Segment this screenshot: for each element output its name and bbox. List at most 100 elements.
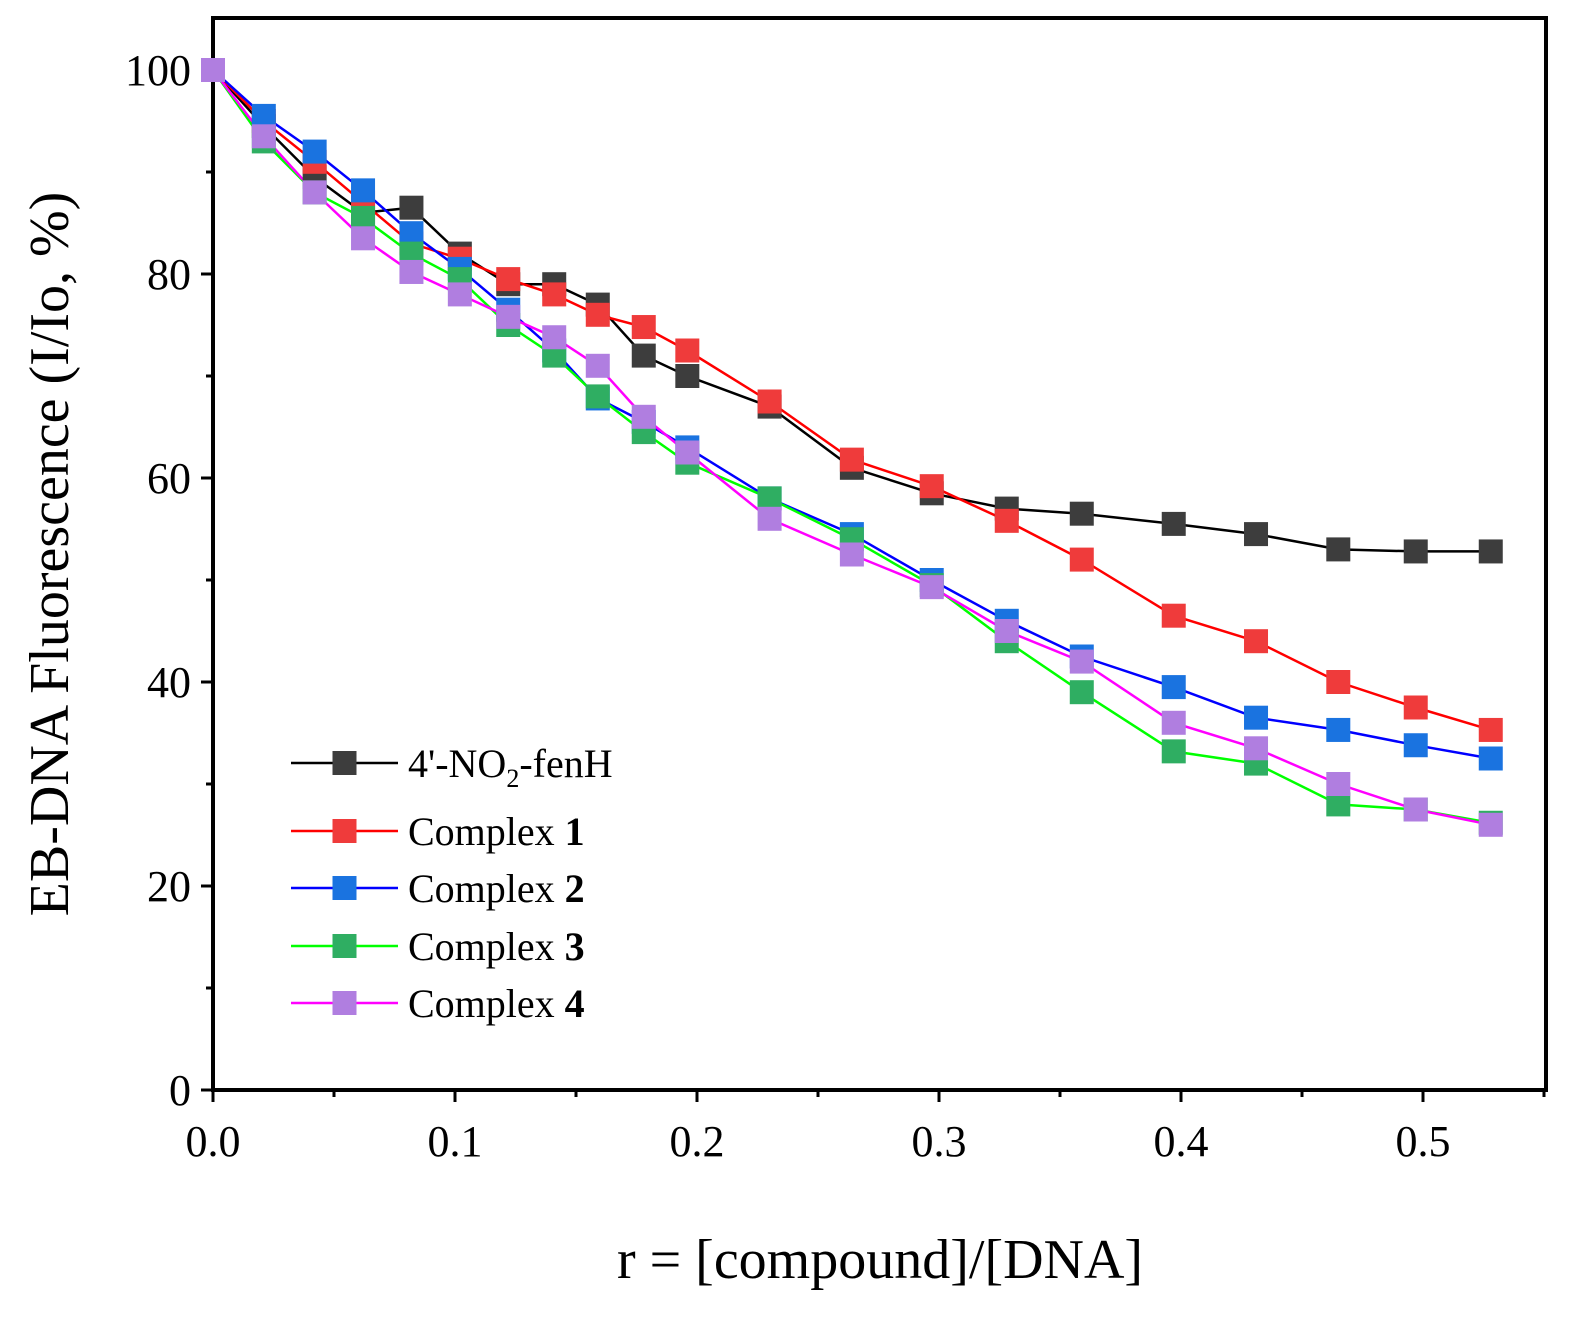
x-tick-label: 0.1 <box>428 1117 483 1166</box>
legend-label: Complex 3 <box>408 924 585 969</box>
series-markers-3 <box>201 58 1503 771</box>
data-point <box>1069 649 1094 674</box>
data-point <box>585 353 610 378</box>
data-point <box>399 221 424 246</box>
data-point <box>399 259 424 284</box>
legend-entry: Complex 4 <box>291 981 585 1026</box>
data-point <box>839 447 864 472</box>
data-point <box>251 124 276 149</box>
legend: 4'-NO2-fenH Complex 1 Complex 2 Complex 3 Co… <box>291 741 613 1026</box>
data-point <box>447 282 472 307</box>
x-axis-title: r = [compound]/[DNA] <box>617 1229 1143 1291</box>
y-axis-title: EB-DNA Fluorescence (I/Io, %) <box>19 192 81 917</box>
series-2 <box>212 69 1492 732</box>
data-point <box>1403 797 1428 822</box>
legend-marker <box>332 934 357 958</box>
data-point <box>251 103 276 128</box>
data-point <box>302 180 327 205</box>
data-point <box>399 195 424 220</box>
y-tick-label: 0 <box>169 1066 191 1115</box>
data-point <box>631 343 656 368</box>
x-tick-label: 0.5 <box>1396 1117 1451 1166</box>
data-point <box>1326 717 1351 742</box>
data-point <box>675 338 700 363</box>
data-point <box>1478 717 1503 742</box>
data-point <box>1478 746 1503 771</box>
data-point <box>351 226 376 251</box>
data-point <box>1326 792 1351 817</box>
data-point <box>839 542 864 567</box>
series-line <box>211 69 1492 825</box>
data-point <box>1161 710 1186 735</box>
legend-marker <box>332 991 357 1015</box>
x-tick-label: 0.4 <box>1154 1117 1209 1166</box>
data-point <box>1244 705 1269 730</box>
series-markers-1 <box>201 58 1503 564</box>
x-tick-label: 0.0 <box>186 1117 241 1166</box>
data-point <box>919 474 944 499</box>
data-point <box>994 508 1019 533</box>
axis-ticks: 0 20 40 60 80 100 0.0 0.1 0.2 0.3 0.4 0.5 <box>125 46 1546 1166</box>
data-point <box>631 404 656 429</box>
series-line <box>212 69 1492 827</box>
legend-label: 4'-NO2-fenH <box>408 741 613 793</box>
data-point <box>757 389 782 414</box>
series-layer <box>201 58 1503 837</box>
series-line <box>212 69 1492 760</box>
data-point <box>1326 537 1351 562</box>
legend-entry: Complex 3 <box>291 924 585 969</box>
data-point <box>1403 539 1428 564</box>
data-point <box>1244 629 1269 654</box>
y-tick-label: 60 <box>147 454 191 503</box>
series-markers-5 <box>201 58 1503 837</box>
data-point <box>496 304 521 329</box>
legend-label: Complex 2 <box>408 866 585 911</box>
y-tick-label: 100 <box>125 46 191 95</box>
data-point <box>1403 695 1428 720</box>
data-point <box>351 178 376 203</box>
data-point <box>302 139 327 164</box>
data-point <box>1326 772 1351 796</box>
data-point <box>201 58 225 82</box>
series-line <box>212 69 1492 732</box>
data-point <box>1069 680 1094 705</box>
legend-marker <box>332 876 357 900</box>
data-point <box>675 440 700 465</box>
series-markers-2 <box>201 58 1503 742</box>
data-point <box>1403 733 1428 758</box>
legend-label: Complex 1 <box>408 809 585 854</box>
data-point <box>1161 739 1186 764</box>
data-point <box>1069 547 1094 572</box>
data-point <box>1478 812 1503 837</box>
data-point <box>351 205 376 230</box>
data-point <box>1326 670 1351 694</box>
data-point <box>994 619 1019 643</box>
series-4 <box>211 69 1492 825</box>
data-point <box>1161 603 1186 628</box>
data-point <box>542 325 567 350</box>
data-point <box>585 302 610 327</box>
series-5 <box>212 69 1492 827</box>
y-tick-label: 20 <box>147 862 191 911</box>
y-tick-label: 80 <box>147 250 191 299</box>
data-point <box>585 384 610 409</box>
data-point <box>757 506 782 531</box>
data-point <box>1244 522 1269 547</box>
x-tick-label: 0.3 <box>912 1117 967 1166</box>
data-point <box>1244 736 1269 761</box>
legend-label: Complex 4 <box>408 981 585 1026</box>
data-point <box>542 282 567 307</box>
x-tick-label: 0.2 <box>670 1117 725 1166</box>
series-3 <box>212 69 1492 760</box>
data-point <box>1478 539 1503 564</box>
y-tick-label: 40 <box>147 658 191 707</box>
series-markers-4 <box>201 58 1503 835</box>
legend-entry: Complex 1 <box>291 809 585 854</box>
legend-marker <box>332 751 357 775</box>
data-point <box>496 267 521 292</box>
data-point <box>675 364 700 388</box>
plot-frame <box>211 16 1548 1092</box>
legend-entry: Complex 2 <box>291 866 585 911</box>
data-point <box>919 575 944 600</box>
